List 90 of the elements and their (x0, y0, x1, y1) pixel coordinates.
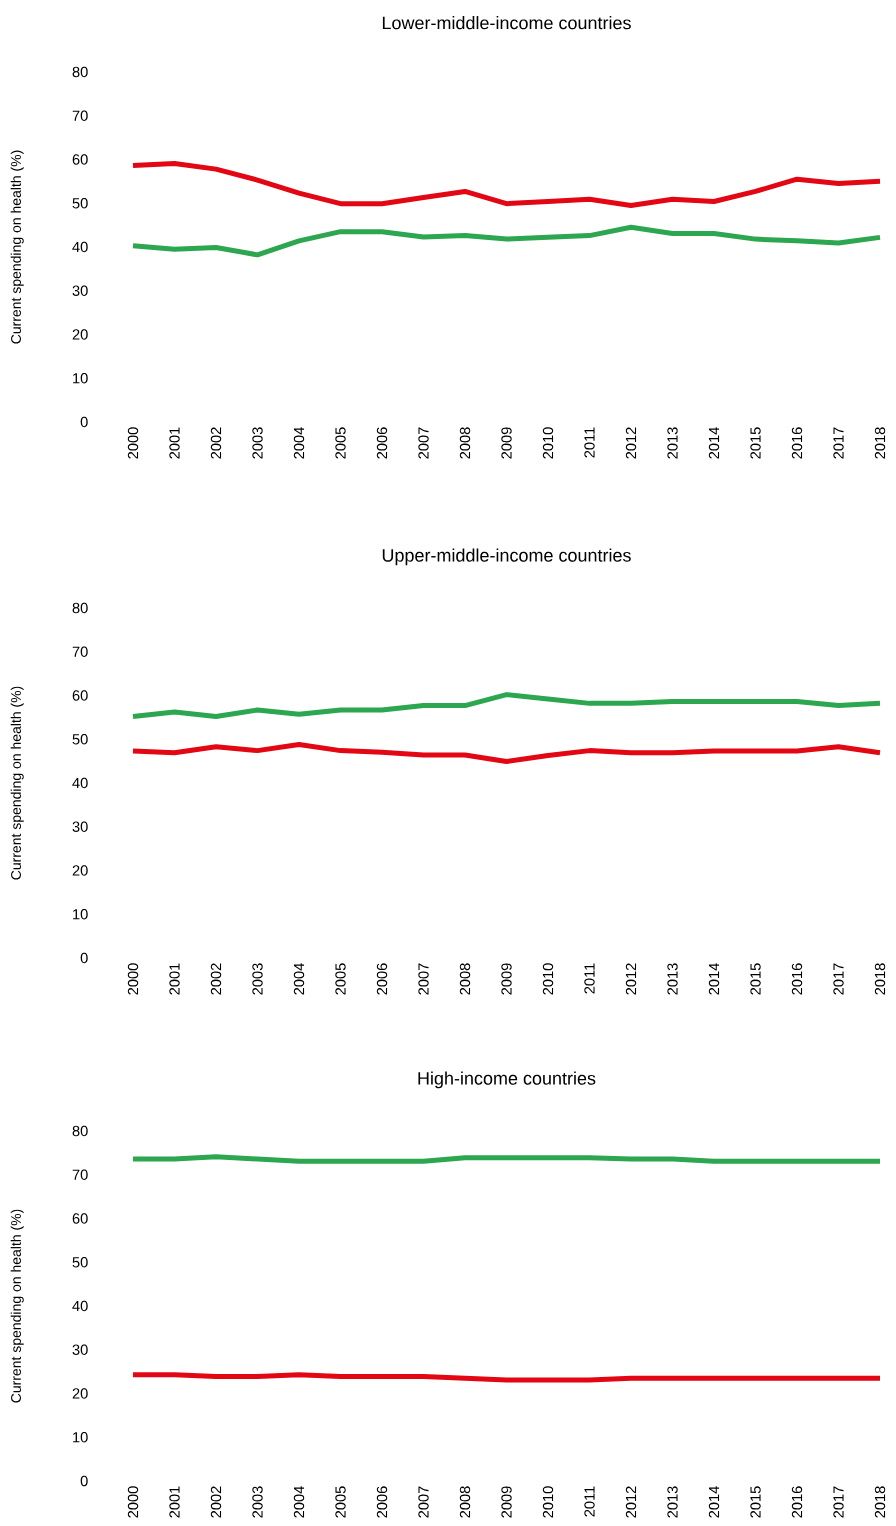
x-tick-label: 2014 (708, 963, 720, 995)
x-tick-label: 2005 (335, 427, 346, 459)
x-tick-label: 2009 (501, 963, 512, 995)
x-tick-label: 2000 (127, 427, 139, 459)
x-tick-label: 2003 (252, 963, 263, 995)
x-tick-label: 2004 (293, 1486, 305, 1518)
y-tick-label: 80 (72, 1125, 88, 1137)
x-tick-label: 2018 (874, 427, 886, 459)
x-tick-label: 2009 (501, 427, 512, 459)
x-tick-label: 2012 (625, 963, 637, 995)
y-tick-label: 60 (72, 690, 88, 701)
y-tick-label: 20 (72, 329, 88, 340)
x-tick-label: 2015 (750, 1486, 761, 1518)
x-tick-label: 2014 (708, 427, 720, 459)
x-tick-label: 2001 (169, 427, 180, 459)
x-tick-label: 2007 (418, 963, 429, 995)
chart-title: Lower-middle-income countries (382, 16, 631, 30)
x-tick-label: 2005 (335, 1486, 346, 1518)
y-tick-label: 70 (72, 110, 88, 121)
x-tick-label: 2008 (459, 963, 471, 995)
x-tick-label: 2004 (293, 427, 305, 459)
y-tick-label: 60 (72, 154, 88, 165)
y-tick-label: 10 (73, 909, 88, 920)
x-tick-label: 2013 (667, 963, 678, 995)
x-tick-label: 2000 (127, 963, 139, 995)
y-tick-label: 50 (72, 1257, 88, 1268)
x-tick-label: 2007 (418, 427, 429, 459)
x-tick-label: 2002 (210, 427, 222, 459)
y-tick-label: 30 (72, 821, 88, 832)
y-tick-label: 40 (72, 1300, 88, 1312)
y-tick-label: 80 (72, 66, 88, 78)
x-tick-label: 2017 (833, 1486, 844, 1518)
x-tick-label: 2010 (542, 1486, 554, 1518)
y-tick-label: 0 (80, 416, 88, 428)
x-tick-label: 2017 (833, 963, 844, 995)
x-tick-label: 2002 (210, 963, 222, 995)
chart-title: Upper-middle-income countries (382, 548, 631, 566)
x-tick-label: 2015 (750, 427, 761, 459)
y-tick-label: 30 (72, 1344, 88, 1355)
x-tick-label: 2003 (252, 427, 263, 459)
x-tick-label: 2009 (501, 1486, 512, 1518)
x-tick-label: 2006 (376, 1486, 388, 1518)
x-tick-label: 2001 (169, 1486, 180, 1518)
y-tick-label: 10 (73, 1432, 88, 1443)
x-tick-label: 2012 (625, 427, 637, 459)
chart-title: High-income countries (418, 1071, 596, 1089)
x-tick-label: 2008 (459, 1486, 471, 1518)
y-axis-title: Current spending on health (%) (10, 1209, 24, 1403)
y-tick-label: 10 (73, 373, 88, 384)
y-tick-label: 0 (80, 1475, 88, 1487)
y-tick-label: 70 (72, 646, 88, 657)
y-tick-label: 40 (72, 777, 88, 789)
x-tick-label: 2005 (335, 963, 346, 995)
x-tick-label: 2008 (459, 427, 471, 459)
y-axis-title: Current spending on health (%) (10, 686, 24, 880)
x-tick-label: 2000 (127, 1486, 139, 1518)
y-tick-label: 0 (80, 952, 88, 964)
x-tick-label: 2016 (791, 963, 803, 995)
x-tick-label: 2006 (376, 427, 388, 459)
x-tick-label: 2015 (750, 963, 761, 995)
x-tick-label: 2016 (791, 1486, 803, 1518)
x-tick-label: 2011 (584, 963, 595, 994)
y-tick-label: 40 (72, 241, 88, 253)
x-tick-label: 2017 (833, 427, 844, 459)
x-tick-label: 2001 (169, 963, 180, 995)
y-tick-label: 20 (72, 1388, 88, 1399)
x-tick-label: 2012 (625, 1486, 637, 1518)
x-tick-label: 2014 (708, 1486, 720, 1518)
x-tick-label: 2013 (667, 1486, 678, 1518)
x-tick-label: 2011 (584, 427, 595, 458)
y-tick-label: 70 (72, 1169, 88, 1180)
x-tick-label: 2004 (293, 963, 305, 995)
x-tick-label: 2002 (210, 1486, 222, 1518)
y-tick-label: 20 (72, 865, 88, 876)
x-tick-label: 2016 (791, 427, 803, 459)
y-tick-label: 60 (72, 1213, 88, 1224)
y-axis-title: Current spending on health (%) (10, 150, 24, 344)
x-tick-label: 2003 (252, 1486, 263, 1518)
y-tick-label: 80 (72, 602, 88, 614)
x-tick-label: 2018 (874, 1486, 886, 1518)
x-tick-label: 2007 (418, 1486, 429, 1518)
x-tick-label: 2010 (542, 427, 554, 459)
x-tick-label: 2006 (376, 963, 388, 995)
x-tick-label: 2018 (874, 963, 886, 995)
y-tick-label: 30 (72, 285, 88, 296)
x-tick-label: 2010 (542, 963, 554, 995)
x-tick-label: 2013 (667, 427, 678, 459)
y-tick-label: 50 (72, 198, 88, 209)
x-tick-label: 2011 (584, 1486, 595, 1517)
y-tick-label: 50 (72, 734, 88, 745)
